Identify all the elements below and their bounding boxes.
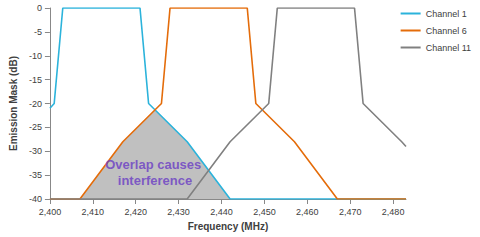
svg-text:2,450: 2,450 bbox=[253, 207, 276, 217]
svg-text:Emission Mask (dB): Emission Mask (dB) bbox=[8, 56, 19, 151]
svg-text:interference: interference bbox=[118, 173, 192, 188]
svg-text:0: 0 bbox=[37, 3, 42, 13]
svg-text:2,400: 2,400 bbox=[39, 207, 62, 217]
svg-text:-30: -30 bbox=[29, 146, 42, 156]
svg-text:-5: -5 bbox=[34, 27, 42, 37]
svg-text:Channel 11: Channel 11 bbox=[426, 43, 471, 53]
svg-text:2,470: 2,470 bbox=[339, 207, 362, 217]
svg-text:-35: -35 bbox=[29, 170, 42, 180]
svg-text:2,430: 2,430 bbox=[167, 207, 190, 217]
svg-text:2,440: 2,440 bbox=[210, 207, 233, 217]
svg-text:-25: -25 bbox=[29, 122, 42, 132]
svg-text:Channel 6: Channel 6 bbox=[426, 26, 467, 36]
svg-text:Overlap causes: Overlap causes bbox=[105, 157, 205, 172]
svg-text:2,460: 2,460 bbox=[296, 207, 319, 217]
svg-text:Frequency (MHz): Frequency (MHz) bbox=[188, 221, 269, 232]
svg-text:-20: -20 bbox=[29, 99, 42, 109]
svg-text:2,420: 2,420 bbox=[124, 207, 147, 217]
svg-text:2,410: 2,410 bbox=[82, 207, 105, 217]
svg-text:2,480: 2,480 bbox=[382, 207, 405, 217]
svg-text:-40: -40 bbox=[29, 194, 42, 204]
svg-text:-10: -10 bbox=[29, 51, 42, 61]
svg-text:Channel 1: Channel 1 bbox=[426, 9, 467, 19]
svg-text:-15: -15 bbox=[29, 75, 42, 85]
